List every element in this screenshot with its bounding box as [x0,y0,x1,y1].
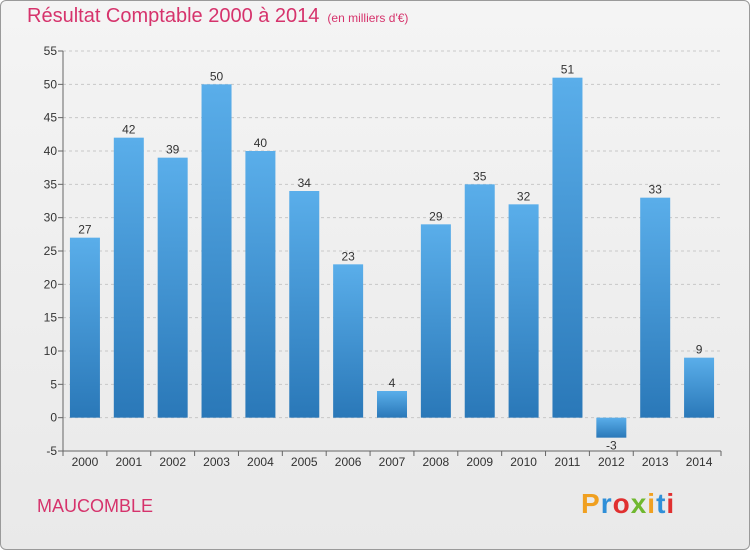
y-tick-label: 5 [50,377,57,391]
y-tick-label: 45 [44,111,58,125]
x-tick-label: 2011 [555,455,581,469]
proxiti-logo: Proxiti [581,488,675,520]
x-tick-label: 2013 [642,455,669,469]
data-label: 40 [254,136,268,150]
x-tick-label: 2012 [598,455,625,469]
logo-letter: x [630,488,648,519]
y-tick-label: -5 [46,444,57,458]
logo-letter: i [647,488,657,519]
y-tick-label: 10 [44,344,58,358]
bar [157,157,188,418]
bar [289,191,320,418]
logo-letter: t [656,488,667,519]
data-label: 34 [298,176,312,190]
bar [333,264,364,418]
y-tick-label: 25 [44,244,58,258]
bar [113,137,144,418]
bar [596,417,627,438]
bar [420,224,451,418]
title-text: Résultat Comptable 2000 à 2014 [27,5,320,27]
data-label: 29 [429,209,443,223]
data-label: 4 [389,376,396,390]
data-label: -3 [606,439,617,453]
x-tick-label: 2002 [159,455,186,469]
data-label: 9 [696,343,703,357]
bar [552,77,583,418]
bar [464,184,495,418]
data-label: 50 [210,69,224,83]
x-tick-label: 2001 [115,455,142,469]
y-tick-label: 0 [50,411,57,425]
x-tick-label: 2010 [510,455,537,469]
commune-name: MAUCOMBLE [37,496,154,516]
bar [201,84,232,418]
y-tick-label: 35 [44,177,58,191]
logo-letter: P [581,488,601,519]
y-tick-label: 20 [44,277,58,291]
logo-letter: o [612,488,631,519]
data-label: 35 [473,169,487,183]
x-tick-label: 2014 [686,455,713,469]
data-label: 33 [649,183,663,197]
y-tick-label: 15 [44,311,58,325]
data-label: 51 [561,63,575,77]
x-tick-label: 2004 [247,455,274,469]
data-label: 32 [517,189,531,203]
bar [377,391,407,418]
logo-letter: i [666,488,676,519]
y-tick-label: 50 [44,77,58,91]
bar [245,151,276,418]
chart-title: Résultat Comptable 2000 à 2014 (en millie… [27,5,408,28]
data-label: 27 [78,223,92,237]
data-label: 39 [166,143,180,157]
logo-letter: r [600,488,613,519]
x-tick-label: 2005 [291,455,318,469]
data-label: 23 [341,249,355,263]
x-tick-label: 2007 [379,455,406,469]
data-label: 42 [122,123,136,137]
bar [508,204,539,418]
x-tick-label: 2008 [423,455,450,469]
y-tick-label: 30 [44,211,58,225]
bar [684,357,715,418]
y-tick-label: 40 [44,144,58,158]
x-tick-label: 2006 [335,455,362,469]
x-tick-label: 2009 [466,455,493,469]
x-tick-label: 2003 [203,455,230,469]
y-tick-label: 55 [44,44,58,58]
chart-subtitle: (en milliers d'€) [327,11,409,25]
x-tick-label: 2000 [72,455,99,469]
bar [69,237,100,418]
bar [640,197,671,418]
